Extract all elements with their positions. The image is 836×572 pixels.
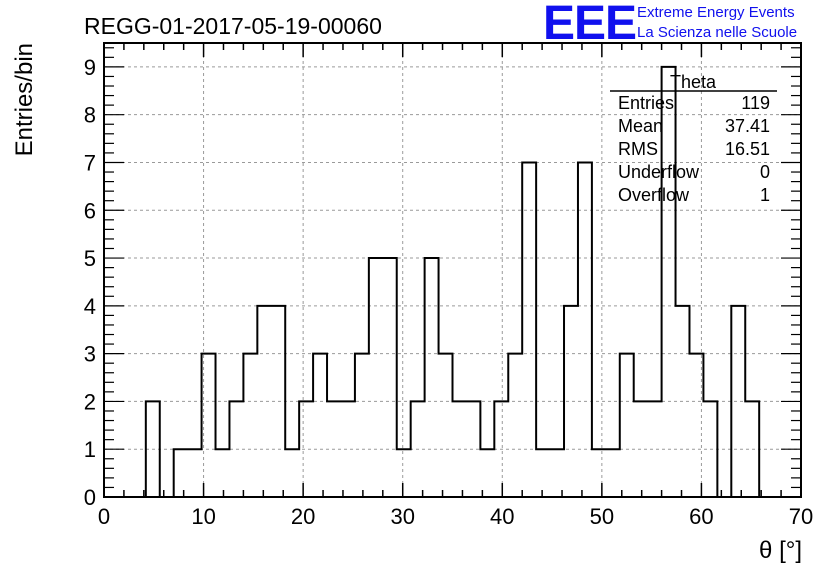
x-tick-label: 60 (689, 504, 713, 529)
stats-value-entries: 119 (741, 93, 770, 113)
stats-label-overflow: Overflow (618, 185, 690, 205)
logo-line-1: Extreme Energy Events (637, 4, 795, 21)
eee-logo: EEE (543, 0, 637, 50)
x-tick-label: 50 (590, 504, 614, 529)
stats-box: Theta Entries 119 Mean 37.41 RMS 16.51 U… (610, 72, 777, 205)
x-tick-label: 30 (390, 504, 414, 529)
plot-frame (103, 42, 802, 498)
grid (104, 43, 801, 497)
chart-title: REGG-01-2017-05-19-00060 (84, 13, 382, 39)
stats-value-overflow: 1 (760, 185, 770, 205)
stats-label-underflow: Underflow (618, 162, 700, 182)
x-tick-label: 70 (789, 504, 813, 529)
y-tick-label: 1 (84, 437, 96, 462)
stats-value-mean: 37.41 (725, 116, 770, 136)
stats-name: Theta (670, 72, 717, 92)
y-axis-label: Entries/bin (11, 43, 38, 156)
stats-label-rms: RMS (618, 139, 658, 159)
y-tick-label: 0 (84, 485, 96, 510)
x-tick-label: 40 (490, 504, 514, 529)
histogram-series (104, 65, 801, 498)
x-axis-label: θ [°] (759, 537, 802, 564)
x-tick-label: 10 (191, 504, 215, 529)
stats-value-rms: 16.51 (725, 139, 770, 159)
logo-line-2: La Scienza nelle Scuole (637, 24, 798, 41)
y-axis-ticks: 0 1 2 3 4 5 6 7 8 9 (84, 47, 801, 510)
y-tick-label: 8 (84, 103, 96, 128)
y-tick-label: 4 (84, 294, 96, 319)
stats-label-mean: Mean (618, 116, 663, 136)
y-tick-label: 5 (84, 246, 96, 271)
y-tick-label: 6 (84, 198, 96, 223)
y-tick-label: 2 (84, 389, 96, 414)
y-tick-label: 7 (84, 150, 96, 175)
stats-value-underflow: 0 (760, 162, 770, 182)
x-axis-ticks: 0 10 20 30 40 50 60 70 (98, 43, 813, 529)
x-tick-label: 0 (98, 504, 110, 529)
x-tick-label: 20 (291, 504, 315, 529)
stats-label-entries: Entries (618, 93, 674, 113)
y-tick-label: 9 (84, 55, 96, 80)
y-tick-label: 3 (84, 342, 96, 367)
